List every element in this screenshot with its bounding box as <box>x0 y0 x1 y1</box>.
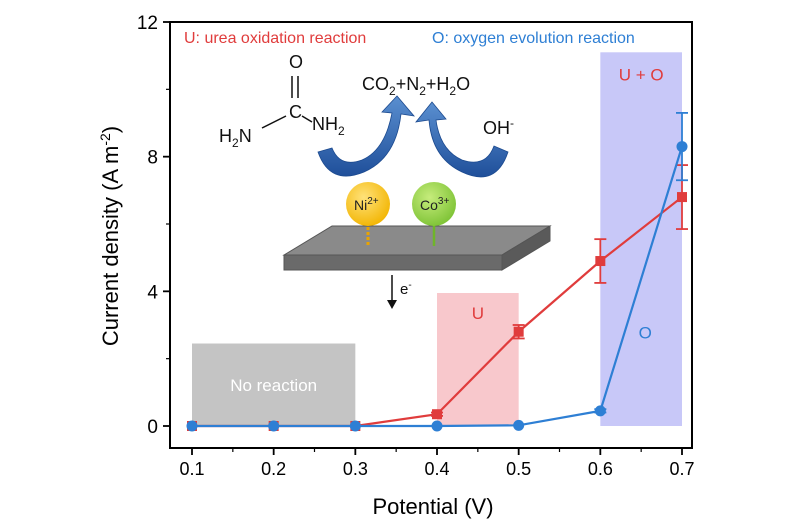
region-label-0: No reaction <box>230 376 317 395</box>
x-tick-label-6: 0.7 <box>669 459 694 479</box>
urea-bond-right <box>301 115 313 123</box>
product-part-3: 2 <box>419 84 426 98</box>
data-series <box>186 112 688 432</box>
legend-oxygen: O: oxygen evolution reaction <box>432 30 635 47</box>
y-axis-label: Current density (A m-2) <box>97 126 123 346</box>
product-part-0: CO <box>362 74 389 94</box>
co-site: Co3+ <box>412 182 456 246</box>
electron-arrowhead <box>387 300 397 309</box>
y-axis-label-sup: -2 <box>97 133 113 146</box>
region-box-0 <box>192 343 356 426</box>
electron-charge: - <box>408 280 411 291</box>
electrode-plate <box>282 225 552 271</box>
ni-site: Ni2+ <box>346 182 390 246</box>
mechanism-schematic: O C H2N NH2 CO2+N2+H2O OH- <box>219 52 552 309</box>
y-tick-label-3: 12 <box>137 13 158 34</box>
y-axis-label-main: Current density (A m <box>98 146 123 347</box>
x-tick-label-0: 0.1 <box>179 459 204 479</box>
urea-right-amine: NH2 <box>312 114 345 138</box>
y-axis-label-end: ) <box>98 126 123 133</box>
point-oxygen-1 <box>268 420 280 432</box>
y-axis-ticks: 0 4 8 12 <box>137 13 170 438</box>
electron-label: e- <box>400 280 412 298</box>
electron-e: e <box>400 281 408 298</box>
products-formula: CO2+N2+H2O <box>362 74 470 98</box>
hydroxide-arrow <box>415 101 509 178</box>
urea-left-amine: H2N <box>219 126 252 150</box>
y-tick-label-1: 4 <box>147 282 158 303</box>
urea-oxygen: O <box>289 52 303 72</box>
x-axis-ticks: 0.1 0.2 0.3 0.4 0.5 0.6 0.7 <box>179 448 695 479</box>
co-charge: 3+ <box>438 196 450 207</box>
co-ball <box>412 182 456 226</box>
product-part-6: O <box>456 74 470 94</box>
region-label-2: U + O <box>619 65 664 84</box>
plate-side <box>501 225 551 271</box>
point-oxygen-3 <box>431 420 443 432</box>
product-part-1: 2 <box>389 84 396 98</box>
legend-urea: U: urea oxidation reaction <box>184 30 366 47</box>
x-tick-label-4: 0.5 <box>506 459 531 479</box>
point-urea-5 <box>595 256 606 267</box>
point-oxygen-2 <box>349 420 361 432</box>
plate-front <box>283 254 503 271</box>
urea-to-products-arrow <box>317 95 415 177</box>
hydroxide-oh: OH <box>483 118 510 138</box>
product-part-4: +H <box>426 74 450 94</box>
ni-label: Ni2+ <box>354 196 379 213</box>
hydroxide-label: OH- <box>483 116 514 138</box>
urea-carbon: C <box>289 102 302 122</box>
urea-right-nh: NH <box>312 114 338 134</box>
product-part-2: +N <box>396 74 420 94</box>
urea-right-sub: 2 <box>338 124 345 138</box>
hydroxide-charge: - <box>510 116 514 130</box>
urea-bond-left <box>261 115 287 129</box>
x-tick-label-1: 0.2 <box>261 459 286 479</box>
ni-charge: 2+ <box>367 196 379 207</box>
y-tick-label-0: 0 <box>147 417 158 438</box>
x-axis-label: Potential (V) <box>372 494 493 519</box>
x-tick-label-2: 0.3 <box>343 459 368 479</box>
point-urea-6 <box>677 192 687 203</box>
urea-molecule: O C H2N NH2 <box>219 52 345 150</box>
point-oxygen-4 <box>513 419 525 431</box>
plot-frame <box>169 21 693 449</box>
point-oxygen-0 <box>186 420 198 432</box>
region-label-1: U <box>472 304 484 323</box>
ni-ball <box>346 182 390 226</box>
point-urea-4 <box>513 326 524 337</box>
x-tick-label-5: 0.6 <box>588 459 613 479</box>
point-oxygen-6 <box>676 141 688 153</box>
ni-symbol: Ni <box>354 197 367 213</box>
co-label: Co3+ <box>420 196 449 213</box>
product-part-5: 2 <box>449 84 456 98</box>
region-label-o: O <box>639 323 652 342</box>
x-tick-label-3: 0.4 <box>424 459 449 479</box>
point-oxygen-5 <box>594 405 606 417</box>
point-urea-3 <box>432 409 442 420</box>
urea-left-h: H <box>219 126 232 146</box>
y-tick-label-2: 8 <box>147 148 158 169</box>
urea-left-sub: 2 <box>232 136 239 150</box>
co-symbol: Co <box>420 197 438 213</box>
urea-left-n: N <box>239 126 252 146</box>
region-box-1 <box>437 293 519 426</box>
